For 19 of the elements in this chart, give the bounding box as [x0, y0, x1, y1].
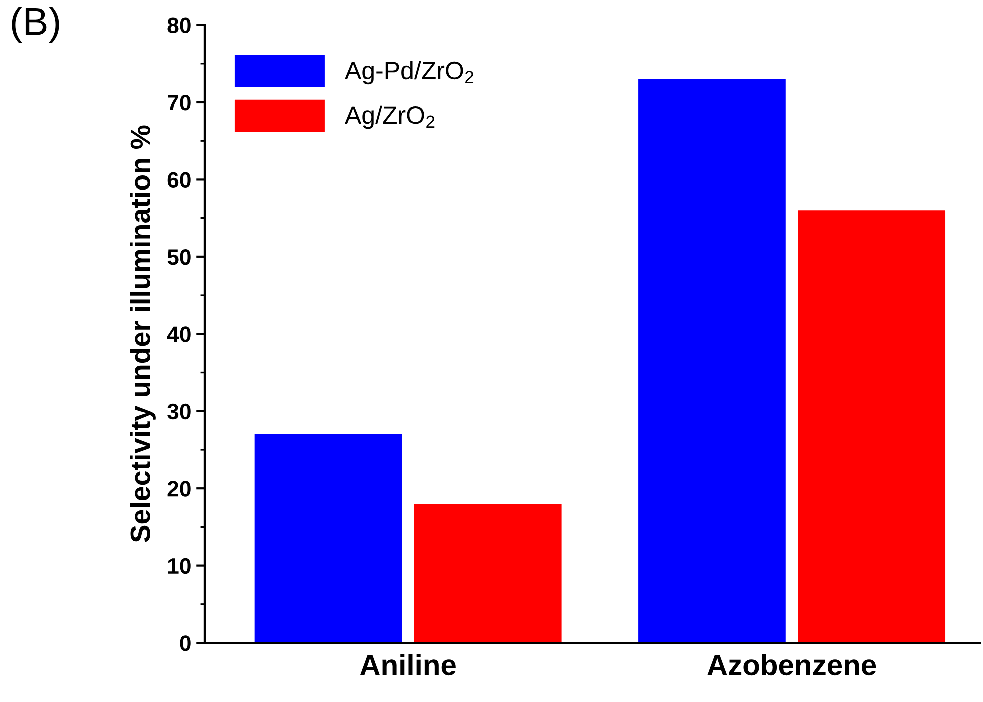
y-tick-label: 60: [168, 172, 191, 188]
y-tick-label: 70: [168, 95, 191, 111]
y-tick-label: 30: [168, 404, 191, 420]
y-tick-label: 10: [168, 558, 191, 574]
y-tick-label: 0: [180, 636, 191, 652]
x-tick-label: Aniline: [360, 654, 456, 676]
bar: [254, 434, 402, 644]
y-tick-label: 20: [168, 481, 191, 497]
x-tick-label: Azobenzene: [708, 654, 876, 676]
y-tick-label: 50: [168, 249, 191, 266]
y-axis-title: Selectivity under illumination %: [130, 126, 156, 542]
text: (B): [12, 7, 60, 44]
legend-label: Ag-Pd/ZrO$_{2}$: [345, 61, 474, 85]
bar: [638, 79, 786, 644]
bar: [414, 504, 562, 644]
bar: [798, 210, 946, 644]
legend-label: Ag/ZrO$_{2}$: [345, 106, 435, 130]
y-tick-label: 40: [167, 326, 191, 342]
y-tick-label: 80: [168, 18, 191, 34]
